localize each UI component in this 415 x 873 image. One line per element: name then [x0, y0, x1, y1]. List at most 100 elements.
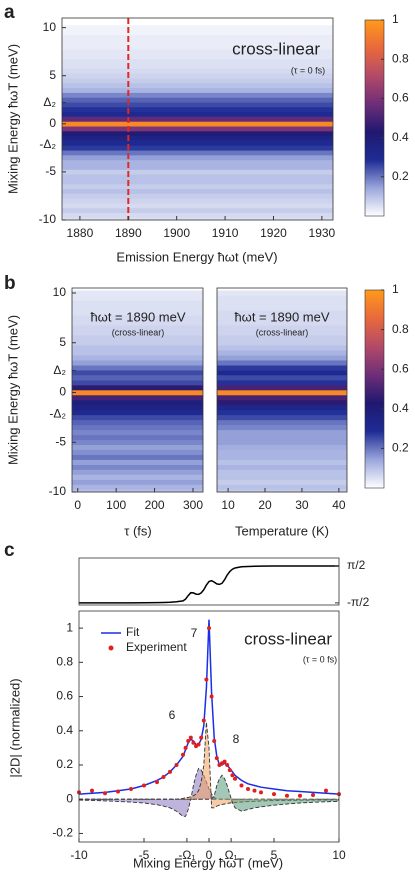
panel-label: c [4, 540, 15, 561]
x-tick-label: 40 [332, 498, 346, 512]
heatmap-row [62, 102, 333, 108]
data-point [129, 786, 133, 791]
heatmap-row [72, 335, 203, 341]
plot [79, 558, 339, 605]
y-tick-label: 5 [49, 68, 56, 82]
heatmap-row [72, 444, 203, 451]
heatmap-row [62, 49, 333, 55]
data-point [285, 793, 289, 798]
heatmap-row [72, 385, 203, 391]
heatmap-row [217, 434, 347, 441]
data-point [239, 783, 244, 788]
heatmap-row [72, 325, 203, 331]
plot-frame [78, 557, 340, 606]
data-point [181, 752, 185, 757]
heatmap-row [217, 424, 347, 431]
heatmap-row [217, 310, 347, 316]
plot [62, 18, 333, 221]
legend-label: Fit [126, 625, 140, 639]
heatmap-row [217, 449, 347, 455]
heatmap-row [62, 155, 333, 161]
x-tick-label: 10 [221, 498, 235, 512]
heatmap-row [217, 419, 347, 426]
annotation: 7 [191, 626, 198, 640]
component-fill [79, 722, 339, 808]
x-axis-label: Temperature (K) [235, 523, 329, 538]
heatmap-row [72, 434, 203, 441]
data-point [196, 742, 201, 747]
colorbar-tick-label: 1 [392, 282, 399, 296]
y-tick-label: 0 [59, 385, 66, 399]
heatmap-row [72, 439, 203, 446]
component-line [79, 722, 340, 809]
data-point [209, 694, 214, 699]
colorbar [364, 19, 385, 217]
heatmap-row [217, 350, 347, 356]
heatmap-row [72, 484, 203, 490]
data-point [207, 626, 211, 631]
x-tick-label: 100 [106, 498, 126, 512]
y-tick-label: 5 [59, 335, 66, 349]
heatmap-row [62, 82, 333, 89]
heatmap-row [62, 25, 333, 31]
heatmap-row [62, 159, 333, 165]
chart-subtitle: (cross-linear) [112, 327, 165, 337]
heatmap-row [217, 290, 347, 296]
heatmap-row [217, 330, 347, 336]
heatmap-row [72, 315, 203, 321]
heatmap-row [62, 116, 333, 122]
heatmap-row [72, 330, 203, 336]
chart-subtitle: (τ = 0 fs) [291, 65, 325, 75]
heatmap-row [72, 424, 203, 431]
heatmap-row [217, 464, 347, 470]
heatmap-row [72, 414, 203, 421]
heatmap-row [62, 203, 333, 209]
heatmap-row [62, 217, 333, 221]
y-tick-label: -π/2 [347, 595, 370, 609]
y-tick-label: 0 [66, 791, 73, 805]
heatmap-row [217, 474, 347, 480]
data-point [188, 735, 193, 740]
heatmap-row [217, 300, 347, 306]
y-tick-label: 0.2 [56, 757, 73, 771]
y-axis-label: |2D| (normalized) [7, 678, 22, 777]
data-point [155, 780, 159, 785]
y-tick-label: -Δ₂ [39, 137, 56, 151]
heatmap-row [72, 469, 203, 475]
heatmap-row [62, 58, 333, 64]
y-axis-label: Mixing Energy ħωT (meV) [5, 44, 20, 194]
heatmap-row [72, 300, 203, 306]
colorbar-tick-label: 0.8 [392, 322, 409, 336]
heatmap-row [217, 365, 347, 371]
annotation: 6 [169, 708, 176, 722]
heatmap-row [217, 414, 347, 421]
heatmap-row [217, 454, 347, 460]
panel-label: b [4, 273, 16, 294]
heatmap-row [217, 335, 347, 341]
x-axis-label: Mixing Energy ħωT (meV) [133, 855, 283, 870]
x-tick-label: 1930 [309, 226, 336, 240]
data-point [142, 783, 146, 788]
heatmap-row [72, 295, 203, 301]
heatmap-row [217, 345, 347, 351]
heatmap-row [217, 305, 347, 311]
heatmap-row [217, 479, 347, 485]
data-point [298, 793, 302, 798]
x-tick-label: 300 [183, 498, 203, 512]
plot-frame [71, 287, 204, 493]
heatmap-row [217, 385, 347, 391]
heatmap-row [217, 469, 347, 475]
y-tick-label: 0.8 [56, 655, 73, 669]
x-tick-label: 1880 [67, 226, 94, 240]
x-axis-label: Emission Energy ħωt (meV) [116, 249, 277, 264]
y-tick-label: 0.4 [56, 723, 73, 737]
heatmap-row [72, 355, 203, 361]
heatmap-row [62, 212, 333, 218]
data-point [246, 786, 250, 791]
data-point [90, 788, 94, 793]
heatmap-row [217, 399, 347, 406]
heatmap-row [72, 464, 203, 470]
heatmap-row [217, 375, 347, 381]
chart-title: ħωt = 1890 meV [234, 309, 329, 324]
heatmap-row [72, 409, 203, 416]
